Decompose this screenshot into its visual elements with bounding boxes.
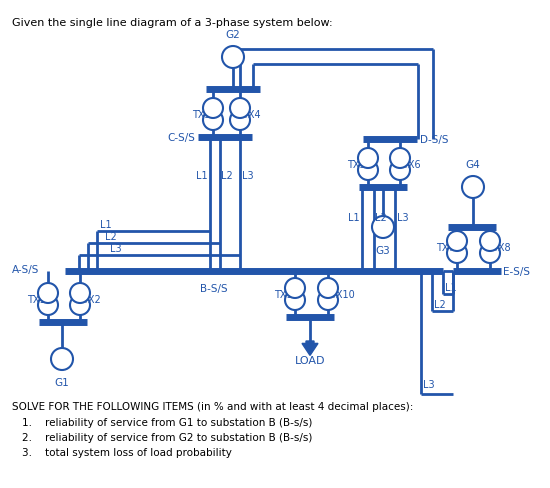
Text: L1: L1	[445, 283, 456, 292]
Circle shape	[51, 348, 73, 370]
Text: D-S/S: D-S/S	[420, 135, 448, 145]
Circle shape	[318, 279, 338, 298]
Text: G1: G1	[54, 377, 69, 387]
Text: TX4: TX4	[242, 110, 261, 120]
Circle shape	[480, 231, 500, 251]
Text: L3: L3	[110, 244, 122, 253]
Text: E-S/S: E-S/S	[503, 266, 530, 276]
Text: B-S/S: B-S/S	[200, 284, 228, 293]
Text: C-S/S: C-S/S	[167, 133, 195, 142]
Text: L1: L1	[100, 220, 112, 229]
Circle shape	[318, 290, 338, 310]
Text: TX9: TX9	[274, 289, 293, 299]
Circle shape	[203, 111, 223, 131]
Circle shape	[447, 244, 467, 264]
Text: L3: L3	[423, 379, 434, 389]
Circle shape	[285, 290, 305, 310]
Text: L2: L2	[375, 213, 387, 223]
FancyArrow shape	[302, 341, 318, 356]
Text: 1.    reliability of service from G1 to substation B (B-s/s): 1. reliability of service from G1 to sub…	[22, 417, 312, 427]
Circle shape	[390, 149, 410, 169]
Text: A-S/S: A-S/S	[12, 264, 40, 274]
Circle shape	[203, 99, 223, 119]
Text: L2: L2	[105, 231, 117, 242]
Circle shape	[462, 177, 484, 199]
Circle shape	[480, 244, 500, 264]
Circle shape	[230, 99, 250, 119]
Text: LOAD: LOAD	[295, 355, 325, 365]
Circle shape	[70, 284, 90, 304]
Text: L1: L1	[348, 213, 360, 223]
Circle shape	[372, 217, 394, 239]
Text: TX10: TX10	[330, 289, 355, 299]
Circle shape	[285, 279, 305, 298]
Text: TX7: TX7	[436, 243, 455, 252]
Circle shape	[230, 111, 250, 131]
Text: Given the single line diagram of a 3-phase system below:: Given the single line diagram of a 3-pha…	[12, 18, 333, 28]
Circle shape	[390, 161, 410, 181]
Circle shape	[358, 149, 378, 169]
Text: L1: L1	[196, 171, 208, 181]
Text: L2: L2	[221, 171, 233, 181]
Circle shape	[38, 295, 58, 315]
Circle shape	[70, 295, 90, 315]
Text: SOLVE FOR THE FOLLOWING ITEMS (in % and with at least 4 decimal places):: SOLVE FOR THE FOLLOWING ITEMS (in % and …	[12, 401, 414, 411]
Text: G4: G4	[466, 160, 480, 170]
Circle shape	[222, 47, 244, 69]
Text: TX2: TX2	[82, 294, 101, 305]
Text: 2.    reliability of service from G2 to substation B (B-s/s): 2. reliability of service from G2 to sub…	[22, 432, 312, 442]
Text: L2: L2	[434, 299, 446, 309]
Text: TX8: TX8	[492, 243, 510, 252]
Text: G2: G2	[226, 30, 240, 40]
Text: TX1: TX1	[28, 294, 46, 305]
Circle shape	[447, 231, 467, 251]
Text: TX3: TX3	[192, 110, 211, 120]
Text: TX5: TX5	[347, 160, 366, 170]
Circle shape	[38, 284, 58, 304]
Text: L3: L3	[397, 213, 409, 223]
Text: L3: L3	[242, 171, 254, 181]
Text: 3.    total system loss of load probability: 3. total system loss of load probability	[22, 447, 232, 457]
Text: G3: G3	[376, 245, 390, 256]
Circle shape	[358, 161, 378, 181]
Text: TX6: TX6	[402, 160, 421, 170]
